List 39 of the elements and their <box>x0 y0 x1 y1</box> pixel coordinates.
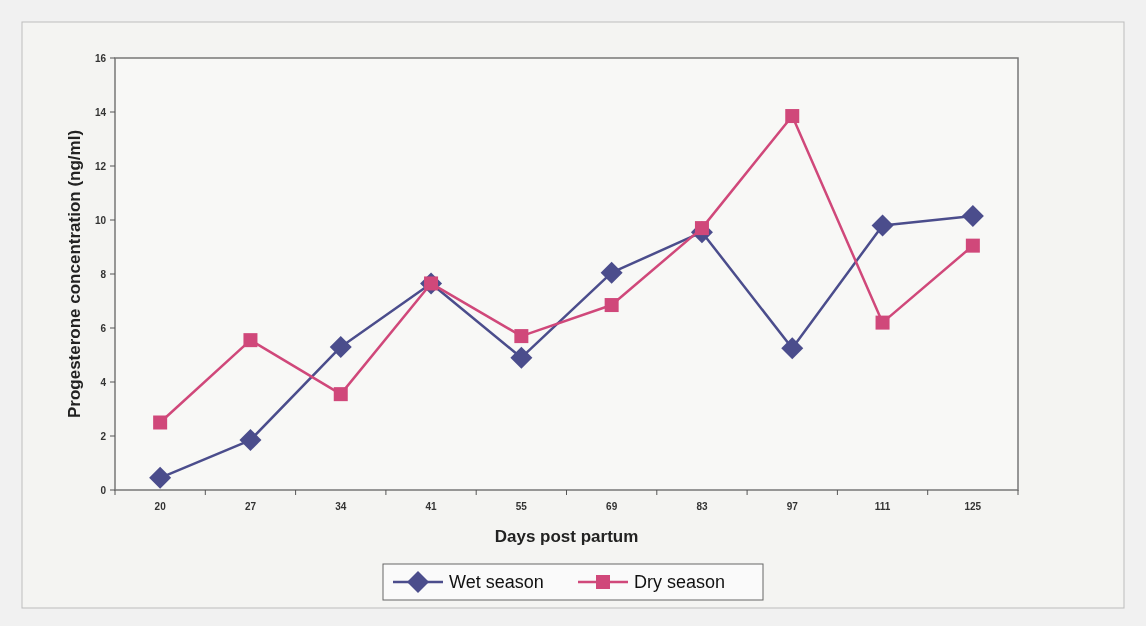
x-tick-label: 27 <box>244 501 257 512</box>
legend-label: Wet season <box>449 572 544 593</box>
x-tick-label: 34 <box>335 501 347 512</box>
point <box>510 346 533 369</box>
y-tick-label: 0 <box>100 484 107 496</box>
point <box>243 333 258 348</box>
point <box>871 214 894 237</box>
point <box>781 337 804 360</box>
point <box>961 204 984 227</box>
x-axis-title: Days post partum <box>494 527 639 546</box>
point <box>600 261 623 284</box>
x-tick-label: 20 <box>154 501 167 512</box>
point <box>153 415 168 430</box>
x-tick-label: 55 <box>515 501 528 512</box>
point <box>239 429 262 452</box>
y-tick-label: 10 <box>94 214 107 226</box>
y-tick-label: 4 <box>100 376 107 388</box>
y-tick-label: 14 <box>94 106 107 118</box>
legend-label: Dry season <box>634 572 726 593</box>
point <box>604 298 619 313</box>
x-tick-label: 83 <box>696 501 708 512</box>
point <box>875 315 890 330</box>
point <box>333 387 348 402</box>
point <box>329 335 352 358</box>
x-tick-label: 41 <box>425 501 438 512</box>
x-tick-label: 111 <box>874 501 891 512</box>
x-tick-label: 69 <box>606 501 618 512</box>
y-tick-label: 8 <box>100 268 107 280</box>
x-tick-label: 125 <box>964 501 982 512</box>
y-axis-title: Progesterone concentration (ng/ml) <box>65 129 84 419</box>
point <box>149 466 172 489</box>
y-tick-label: 2 <box>100 430 107 442</box>
y-tick-label: 16 <box>94 52 107 64</box>
point <box>514 329 529 344</box>
point <box>965 238 980 253</box>
x-tick-label: 97 <box>786 501 799 512</box>
y-tick-label: 12 <box>94 160 107 172</box>
point <box>785 109 800 124</box>
y-tick-label: 6 <box>100 322 107 334</box>
